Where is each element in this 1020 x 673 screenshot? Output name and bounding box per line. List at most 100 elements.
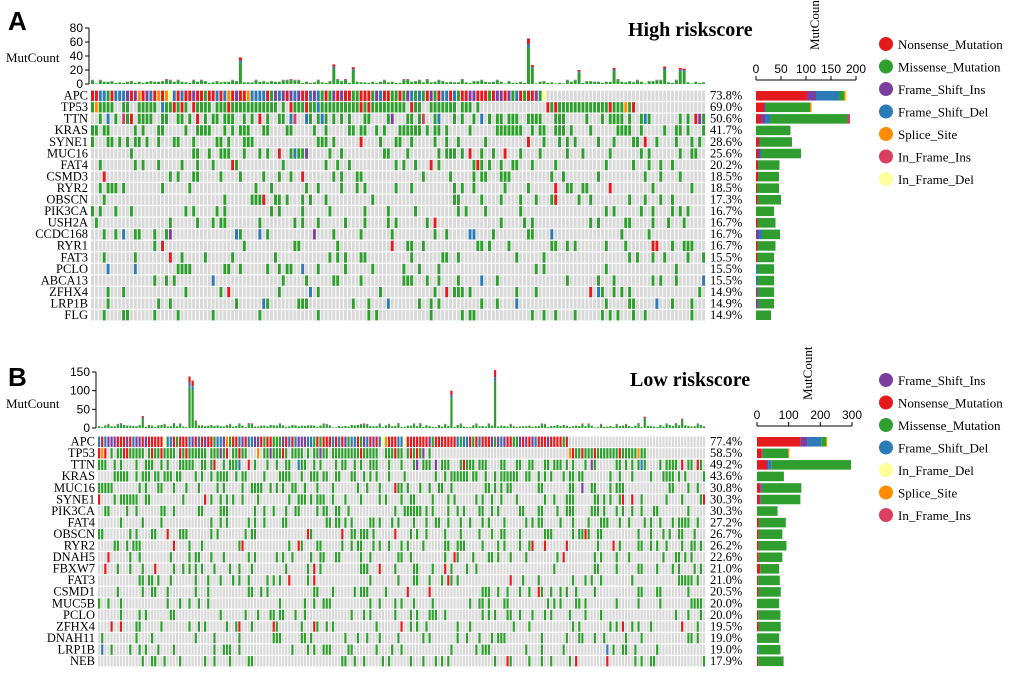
oncoprint-cell xyxy=(168,102,172,113)
oncoprint-cell xyxy=(472,217,476,228)
oncoprint-cell xyxy=(227,229,231,240)
sample-bar-missense xyxy=(511,82,515,84)
oncoprint-cell xyxy=(324,102,328,113)
oncoprint-cell xyxy=(640,448,643,459)
oncoprint-cell xyxy=(670,275,674,286)
sample-mutcount-bar xyxy=(480,79,484,84)
oncoprint-cell xyxy=(320,113,324,125)
oncoprint-cell xyxy=(122,125,126,136)
oncoprint-cell xyxy=(91,194,94,205)
oncoprint-cell xyxy=(558,206,562,217)
oncoprint-cell xyxy=(534,471,537,482)
sample-mutcount-bar xyxy=(671,425,674,428)
oncoprint-cell xyxy=(196,148,200,159)
sample-bar-missense xyxy=(540,424,543,428)
sample-mutcount-bar xyxy=(677,425,681,428)
oncoprint-cell xyxy=(643,102,647,113)
oncoprint-cell xyxy=(597,102,600,113)
oncoprint-cell xyxy=(635,229,639,240)
oncoprint-cell xyxy=(344,298,347,309)
oncoprint-cell xyxy=(232,471,235,482)
oncoprint-cell xyxy=(699,436,702,447)
sample-bar-missense xyxy=(163,424,166,428)
sample-bar-nonsense xyxy=(293,79,297,81)
sample-bar-missense xyxy=(151,425,154,428)
oncoprint-cell xyxy=(449,159,453,171)
oncoprint-cell xyxy=(379,194,383,205)
oncoprint-cell xyxy=(266,448,269,459)
oncoprint-cell xyxy=(682,113,686,125)
oncoprint-cell xyxy=(172,102,176,113)
sample-bar-missense xyxy=(232,426,235,428)
oncoprint-cell xyxy=(372,448,375,459)
oncoprint-cell xyxy=(686,159,690,171)
legend-label-in-frame-ins: In_Frame_Ins xyxy=(898,150,971,165)
oncoprint-cell xyxy=(363,252,367,263)
oncoprint-cell xyxy=(238,286,242,298)
sample-mutcount-bar xyxy=(403,426,406,428)
oncoprint-cell xyxy=(153,310,157,321)
oncoprint-cell xyxy=(445,194,449,205)
oncoprint-cell xyxy=(166,459,169,471)
oncoprint-cell xyxy=(686,183,690,194)
oncoprint-cell xyxy=(441,102,445,113)
oncoprint-cell xyxy=(542,183,546,194)
oncoprint-cell xyxy=(670,183,674,194)
sample-bar-missense xyxy=(338,425,341,428)
oncoprint-cell xyxy=(542,229,546,240)
sample-bar-missense xyxy=(453,427,456,428)
oncoprint-cell xyxy=(168,125,172,136)
oncoprint-cell xyxy=(450,436,453,447)
oncoprint-cell xyxy=(667,125,671,136)
oncoprint-cell xyxy=(285,206,289,217)
legend-label-missense-mutation: Missense_Mutation xyxy=(898,60,1001,75)
oncoprint-cell xyxy=(161,275,165,286)
oncoprint-cell xyxy=(153,263,157,275)
oncoprint-cell xyxy=(332,171,336,182)
oncoprint-cell xyxy=(270,148,274,159)
sample-bar-nonsense xyxy=(316,79,320,81)
oncoprint-cell xyxy=(231,136,235,148)
oncoprint-cell xyxy=(381,471,384,482)
oncoprint-cell xyxy=(359,263,363,275)
sample-bar-missense xyxy=(316,426,319,428)
oncoprint-cell xyxy=(285,183,289,194)
sample-bar-missense xyxy=(469,427,472,428)
sample-bar-missense xyxy=(260,425,263,428)
oncoprint-cell xyxy=(694,263,698,275)
sample-bar-missense xyxy=(160,425,163,428)
oncoprint-cell xyxy=(414,171,418,182)
oncoprint-cell xyxy=(291,436,294,447)
oncoprint-cell xyxy=(604,194,608,205)
oncoprint-cell xyxy=(554,136,558,148)
oncoprint-cell xyxy=(484,252,488,263)
oncoprint-cell xyxy=(464,194,468,205)
oncoprint-cell xyxy=(468,90,472,101)
oncoprint-cell xyxy=(141,206,145,217)
oncoprint-cell xyxy=(172,90,176,101)
oncoprint-cell xyxy=(145,171,149,182)
oncoprint-cell xyxy=(356,448,360,459)
oncoprint-cell xyxy=(367,159,371,171)
oncoprint-cell xyxy=(129,125,133,136)
oncoprint-cell xyxy=(674,263,678,275)
oncoprint-cell xyxy=(639,252,643,263)
oncoprint-cell xyxy=(242,183,246,194)
sample-mutcount-bar xyxy=(646,425,649,428)
oncoprint-cell xyxy=(246,194,250,205)
oncoprint-cell xyxy=(332,275,336,286)
oncoprint-cell xyxy=(207,286,211,298)
sample-bar-missense xyxy=(398,82,402,84)
oncoprint-cell xyxy=(480,229,484,240)
oncoprint-cell xyxy=(227,298,231,309)
sample-bar-missense xyxy=(223,81,227,84)
sample-bar-missense xyxy=(476,81,480,84)
sample-bar-missense xyxy=(344,80,347,84)
oncoprint-cell xyxy=(452,263,456,275)
side-bar-segment-frame-shift-ins xyxy=(758,148,760,159)
oncoprint-cell xyxy=(235,159,239,171)
oncoprint-cell xyxy=(628,148,632,159)
oncoprint-cell xyxy=(624,136,628,148)
sample-mutcount-bar xyxy=(670,82,674,84)
